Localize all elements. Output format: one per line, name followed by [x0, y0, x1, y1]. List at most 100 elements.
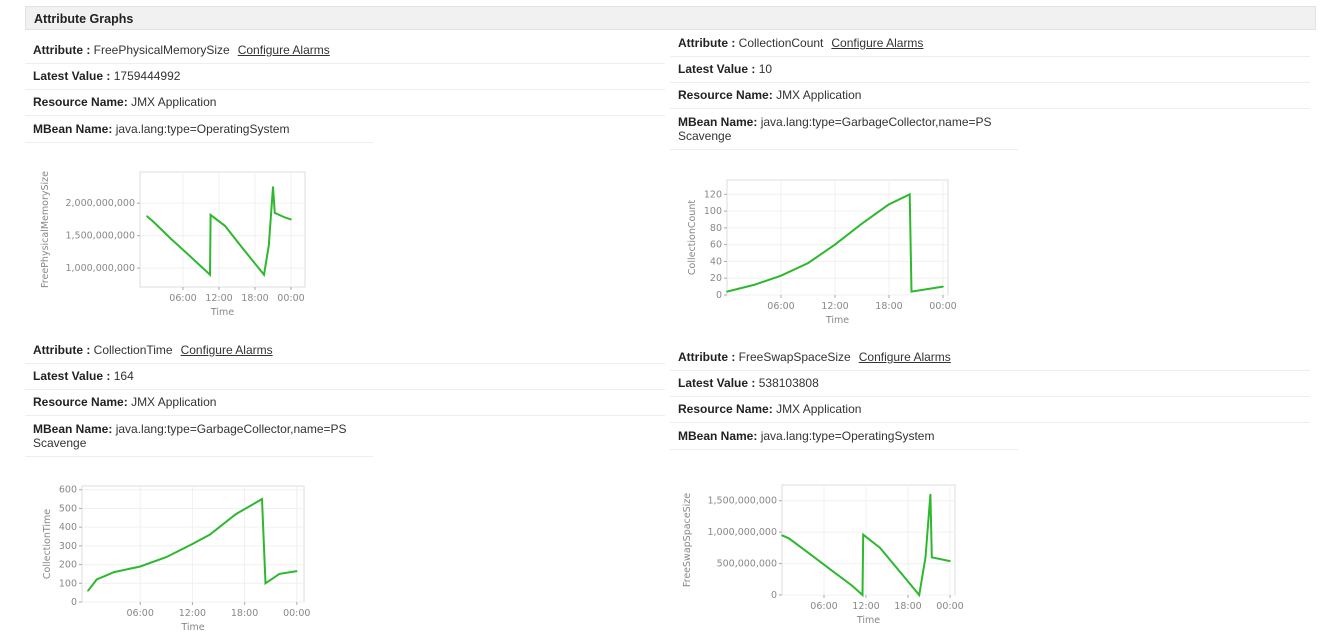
mbean-row: MBean Name: java.lang:type=GarbageCollec… — [25, 416, 373, 457]
data-point — [918, 594, 920, 596]
configure-alarms-link[interactable]: Configure Alarms — [237, 43, 330, 57]
configure-alarms-link[interactable]: Configure Alarms — [180, 343, 273, 357]
y-tick-label: 100 — [704, 206, 722, 217]
mbean-row: MBean Name: java.lang:type=OperatingSyst… — [25, 116, 373, 143]
y-tick-label: 60 — [710, 240, 722, 251]
data-point — [224, 225, 226, 227]
resource-value: JMX Application — [776, 402, 862, 416]
attribute-value: FreeSwapSpaceSize — [738, 350, 851, 364]
x-axis-label: Time — [180, 622, 204, 633]
y-tick-label: 300 — [59, 541, 77, 552]
attribute-label: Attribute : — [678, 36, 736, 50]
y-tick-label: 200 — [59, 560, 77, 571]
data-point — [861, 594, 864, 596]
data-point — [942, 285, 944, 288]
attribute-row: Attribute : CollectionTime Configure Alar… — [25, 338, 665, 364]
x-axis-label: Time — [210, 307, 234, 318]
y-axis-label: CollectionTime — [42, 509, 53, 579]
latest-value: 538103808 — [758, 376, 819, 390]
data-point — [861, 222, 863, 225]
attribute-panel: Attribute : FreePhysicalMemorySize Config… — [25, 38, 665, 143]
attribute-label: Attribute : — [33, 43, 91, 57]
x-tick-label: 18:00 — [875, 301, 902, 312]
latest-value-row: Latest Value : 1759444992 — [25, 64, 665, 90]
data-point — [296, 570, 298, 572]
configure-alarms-link[interactable]: Configure Alarms — [858, 350, 951, 364]
resource-label: Resource Name: — [678, 402, 773, 416]
data-point — [931, 556, 933, 559]
data-point — [242, 247, 244, 250]
y-tick-label: 100 — [59, 578, 77, 589]
x-tick-label: 00:00 — [277, 293, 304, 304]
series-line — [781, 494, 951, 598]
y-tick-label: 1,000,000,000 — [707, 527, 777, 538]
data-point — [290, 218, 292, 221]
resource-row: Resource Name: JMX Application — [25, 390, 665, 416]
x-tick-label: 18:00 — [894, 601, 921, 612]
attribute-value: CollectionCount — [738, 36, 824, 50]
mbean-label: MBean Name: — [678, 429, 758, 443]
data-point — [851, 584, 853, 587]
latest-value-label: Latest Value : — [678, 376, 756, 390]
x-tick-label: 06:00 — [810, 601, 837, 612]
mbean-label: MBean Name: — [33, 422, 113, 436]
resource-label: Resource Name: — [678, 88, 773, 102]
x-axis-label: Time — [825, 315, 849, 326]
x-tick-label: 18:00 — [231, 608, 258, 619]
mbean-value: java.lang:type=GarbageCollector,name=PS … — [678, 115, 992, 143]
series-line — [726, 192, 944, 293]
data-point — [209, 533, 211, 536]
data-point — [809, 553, 811, 555]
data-point — [807, 262, 809, 264]
data-point — [146, 215, 148, 217]
y-tick-label: 0 — [716, 290, 722, 301]
data-point — [191, 543, 194, 545]
mbean-value: java.lang:type=OperatingSystem — [115, 122, 290, 136]
data-point — [929, 493, 932, 496]
latest-value-row: Latest Value : 538103808 — [670, 371, 1310, 397]
data-point — [278, 573, 281, 575]
mbean-value: java.lang:type=OperatingSystem — [760, 429, 935, 443]
attribute-label: Attribute : — [678, 350, 736, 364]
data-point — [879, 547, 881, 549]
attribute-value: CollectionTime — [93, 343, 173, 357]
latest-value-label: Latest Value : — [678, 62, 756, 76]
x-tick-label: 12:00 — [821, 301, 848, 312]
resource-row: Resource Name: JMX Application — [670, 83, 1310, 109]
attribute-row: Attribute : FreeSwapSpaceSize Configure A… — [670, 345, 1310, 371]
y-tick-label: 20 — [710, 273, 722, 284]
x-tick-label: 12:00 — [205, 293, 232, 304]
data-point — [261, 498, 263, 500]
x-tick-label: 18:00 — [241, 293, 268, 304]
y-tick-label: 2,000,000,000 — [65, 198, 135, 209]
resource-row: Resource Name: JMX Application — [670, 397, 1310, 423]
series-line — [146, 186, 292, 278]
data-point — [900, 572, 902, 574]
configure-alarms-link[interactable]: Configure Alarms — [831, 36, 924, 50]
mbean-label: MBean Name: — [678, 115, 758, 129]
y-tick-label: 400 — [59, 522, 77, 533]
data-point — [165, 556, 168, 558]
y-tick-label: 500 — [59, 503, 77, 514]
data-point — [834, 243, 836, 246]
latest-value-label: Latest Value : — [33, 369, 111, 383]
y-tick-label: 600 — [59, 485, 77, 496]
x-tick-label: 06:00 — [767, 301, 794, 312]
y-tick-label: 1,000,000,000 — [65, 263, 135, 274]
data-point — [139, 565, 141, 568]
attribute-row: Attribute : CollectionCount Configure Ala… — [670, 31, 1310, 57]
x-tick-label: 12:00 — [852, 601, 879, 612]
resource-value: JMX Application — [131, 395, 217, 409]
x-tick-label: 12:00 — [179, 608, 206, 619]
resource-value: JMX Application — [776, 88, 862, 102]
section-title: Attribute Graphs — [34, 12, 134, 26]
data-point — [188, 254, 190, 256]
data-point — [780, 274, 782, 277]
attribute-value: FreePhysicalMemorySize — [93, 43, 230, 57]
attribute-panel: Attribute : CollectionCount Configure Ala… — [670, 31, 1310, 150]
latest-value: 164 — [113, 369, 134, 383]
mbean-value: java.lang:type=GarbageCollector,name=PS … — [33, 422, 347, 450]
data-point — [788, 537, 790, 540]
data-point — [95, 578, 98, 581]
